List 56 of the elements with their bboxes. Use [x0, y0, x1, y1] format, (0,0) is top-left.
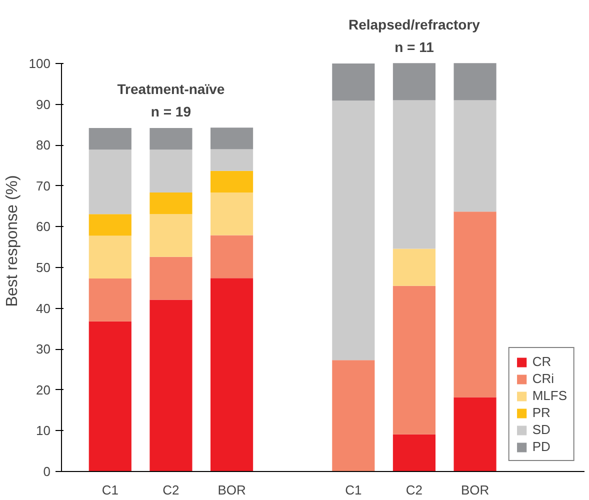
- x-tick-label: C1: [102, 482, 118, 498]
- bar: [150, 192, 192, 214]
- legend-label: CRi: [532, 371, 554, 386]
- x-tick-label: C2: [162, 482, 180, 498]
- bar: [88, 150, 132, 214]
- bar: [88, 214, 132, 236]
- bar: [454, 63, 496, 100]
- bar: [210, 170, 254, 192]
- bar: [392, 434, 436, 472]
- bar: [454, 212, 496, 398]
- bar: [88, 128, 132, 150]
- y-tick-label: 90: [36, 96, 51, 112]
- annotation: Treatment-naïve n = 19: [117, 81, 225, 120]
- bar: [150, 150, 192, 192]
- bar: [88, 321, 132, 472]
- bar: [88, 236, 132, 279]
- bar: [210, 235, 254, 278]
- y-tick-label: 60: [36, 219, 51, 234]
- bar: [88, 278, 132, 322]
- bar: [210, 128, 254, 150]
- y-tick-label: 30: [36, 342, 51, 357]
- legend-label: PR: [532, 405, 552, 420]
- y-tick-label: 100: [28, 56, 51, 72]
- y-tick-label: 50: [36, 260, 51, 276]
- y-tick-label: 80: [36, 138, 51, 153]
- bar: [150, 214, 192, 257]
- y-tick-label: 20: [36, 382, 51, 398]
- x-tick-label: C2: [406, 482, 423, 498]
- bar: [150, 256, 192, 300]
- bar: [392, 286, 436, 434]
- y-tick-label: 70: [36, 178, 51, 194]
- y-axis-title: Best response (%): [4, 175, 21, 307]
- bar: [332, 360, 375, 472]
- x-tick-label: BOR: [460, 482, 490, 498]
- x-tick-label: C1: [345, 482, 362, 498]
- legend-label: MLFS: [532, 388, 567, 403]
- bar: [210, 192, 254, 236]
- bar: [392, 248, 436, 286]
- y-tick-label: 0: [43, 464, 51, 479]
- x-tick-label: BOR: [218, 482, 246, 498]
- bar: [210, 278, 254, 472]
- y-tick-label: 40: [36, 300, 51, 316]
- bar: [392, 63, 436, 100]
- bar: [392, 100, 436, 249]
- text: Relapsed/refractory n = 11: [348, 16, 480, 56]
- legend-label: PD: [532, 439, 552, 454]
- y-tick-label: 10: [36, 423, 51, 438]
- bar: [454, 100, 496, 212]
- bar: [454, 397, 496, 472]
- bar: [332, 100, 375, 360]
- legend-label: CR: [532, 354, 552, 369]
- legend-label: SD: [532, 422, 552, 437]
- bar: [210, 149, 254, 171]
- bar: [150, 300, 192, 472]
- bar: [332, 64, 375, 101]
- bar: [150, 128, 192, 150]
